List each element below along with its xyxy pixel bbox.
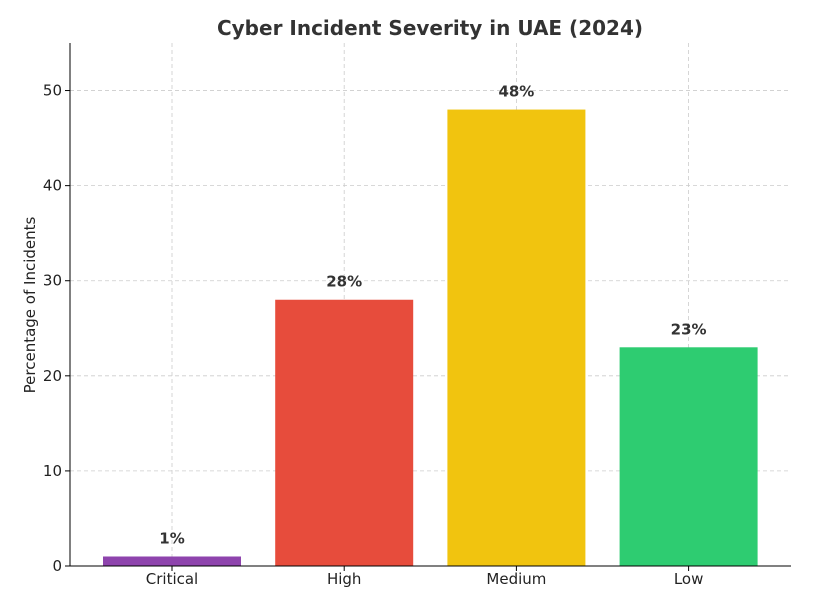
y-tick-label: 10 [43,462,62,480]
data-label: 48% [498,83,534,101]
x-tick-label: Critical [146,570,198,588]
data-label: 28% [326,273,362,291]
x-tick-label: High [327,570,361,588]
y-tick-label: 0 [52,557,62,575]
bar-medium [447,109,586,567]
bar-high [275,299,414,566]
axes-layer: 0 10 20 30 40 50 Critical High Medium Low [43,43,791,588]
data-label: 23% [671,320,707,338]
y-axis-label: Percentage of Incidents [21,216,39,393]
y-tick-label: 20 [43,367,62,385]
x-tick-label: Low [674,570,704,588]
labels-layer: 1% 28% 48% 23% [159,83,706,548]
bar-critical [103,556,241,566]
y-tick-label: 50 [43,82,62,100]
y-tick-label: 40 [43,177,62,195]
x-tick-label: Medium [486,570,546,588]
y-tick-label: 30 [43,272,62,290]
chart-title: Cyber Incident Severity in UAE (2024) [217,16,643,40]
bars-layer [103,109,758,567]
data-label: 1% [159,529,184,547]
bar-low [619,347,758,566]
